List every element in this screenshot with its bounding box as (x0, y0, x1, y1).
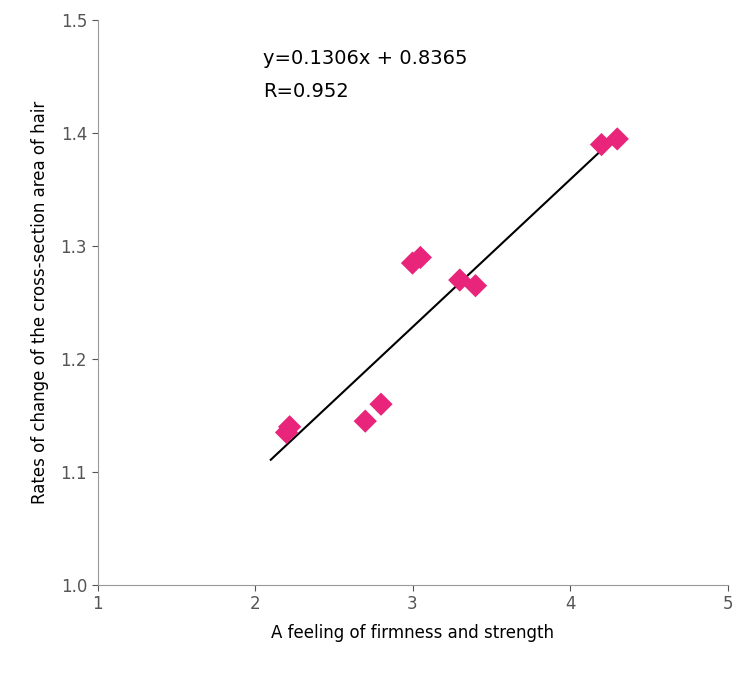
Point (406, 258, 418, 269)
Point (611, 133, 623, 144)
Point (454, 275, 466, 286)
Text: R=0.952: R=0.952 (262, 82, 349, 101)
Text: y=0.1306x + 0.8365: y=0.1306x + 0.8365 (262, 48, 467, 67)
X-axis label: A feeling of firmness and strength: A feeling of firmness and strength (271, 624, 554, 643)
Point (284, 422, 296, 432)
Point (414, 252, 426, 263)
Point (470, 280, 482, 291)
Y-axis label: Rates of change of the cross-section area of hair: Rates of change of the cross-section are… (32, 101, 50, 505)
Point (280, 427, 292, 438)
Point (375, 398, 387, 409)
Point (359, 415, 371, 426)
Point (596, 139, 608, 150)
